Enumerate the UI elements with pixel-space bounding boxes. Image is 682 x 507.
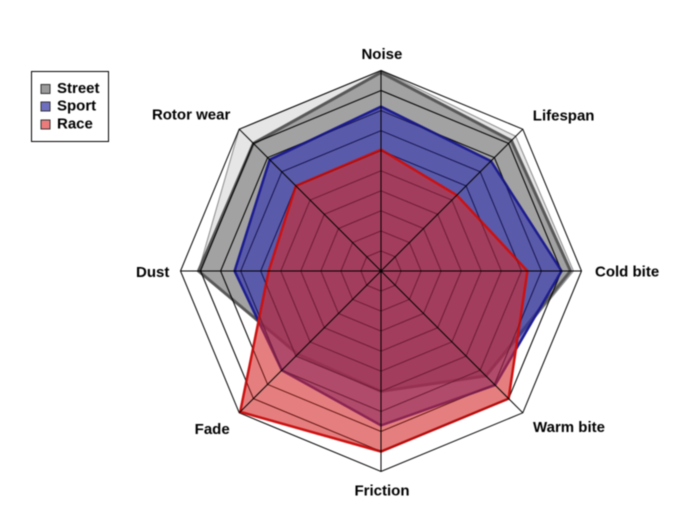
svg-text:Cold bite: Cold bite (595, 263, 659, 280)
svg-text:Dust: Dust (136, 264, 169, 281)
svg-text:Street: Street (57, 80, 100, 97)
svg-text:Warm bite: Warm bite (533, 419, 605, 436)
svg-text:Fade: Fade (195, 421, 230, 438)
svg-text:Noise: Noise (361, 46, 402, 63)
svg-text:Race: Race (57, 116, 93, 133)
svg-text:Lifespan: Lifespan (533, 107, 595, 124)
svg-text:Rotor wear: Rotor wear (152, 106, 231, 123)
svg-text:Friction: Friction (355, 483, 410, 500)
svg-text:Sport: Sport (57, 98, 96, 115)
